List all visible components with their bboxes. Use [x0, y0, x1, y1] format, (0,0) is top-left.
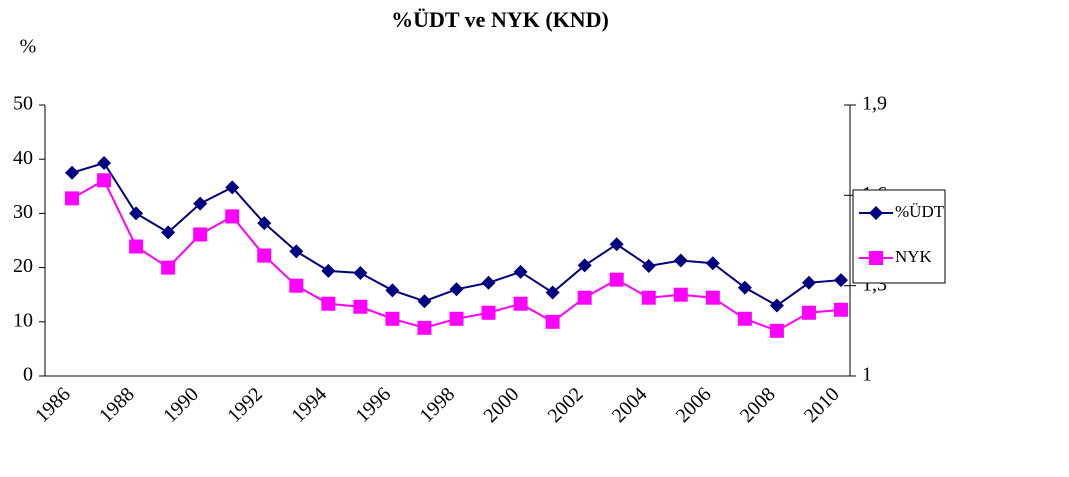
- x-tick-label: 1996: [351, 383, 395, 427]
- y-tick-label: 50: [13, 93, 33, 115]
- x-tick-label: 2002: [544, 383, 588, 427]
- y-tick-label: 10: [13, 309, 33, 331]
- marker: [833, 302, 848, 317]
- chart-title: %ÜDT ve NYK (KND): [391, 7, 609, 32]
- marker: [737, 311, 752, 326]
- marker: [705, 290, 720, 305]
- marker: [289, 278, 304, 293]
- marker: [97, 155, 112, 170]
- x-tick-label: 2000: [480, 383, 524, 427]
- legend-marker: [869, 251, 883, 265]
- marker: [353, 299, 368, 314]
- marker: [609, 272, 624, 287]
- legend-box: [852, 189, 946, 284]
- marker: [193, 227, 208, 242]
- marker: [737, 280, 752, 295]
- marker: [417, 320, 432, 335]
- marker: [513, 296, 528, 311]
- marker: [385, 311, 400, 326]
- series-line: [71, 178, 842, 332]
- marker: [673, 287, 688, 302]
- x-tick-label: 1986: [31, 383, 75, 427]
- marker: [769, 323, 784, 338]
- marker: [129, 239, 144, 254]
- marker: [577, 290, 592, 305]
- marker: [385, 283, 400, 298]
- marker: [641, 258, 656, 273]
- marker: [545, 285, 560, 300]
- y2-tick-label: 1,9: [862, 93, 887, 115]
- x-tick-label: 1990: [159, 383, 203, 427]
- marker: [641, 290, 656, 305]
- marker: [801, 275, 816, 290]
- legend-label: NYK: [895, 247, 933, 266]
- y-tick-label: 40: [13, 147, 33, 169]
- legend-marker: [869, 206, 883, 220]
- x-tick-label: 2010: [800, 383, 844, 427]
- x-tick-label: 1998: [415, 383, 459, 427]
- marker: [769, 298, 784, 313]
- marker: [449, 311, 464, 326]
- marker: [801, 305, 816, 320]
- x-tick-label: 1994: [287, 383, 331, 427]
- marker: [65, 191, 80, 206]
- x-tick-label: 1992: [223, 383, 267, 427]
- marker: [257, 248, 272, 263]
- marker: [65, 165, 80, 180]
- marker: [481, 275, 496, 290]
- marker: [193, 196, 208, 211]
- marker: [97, 173, 112, 188]
- marker: [513, 264, 528, 279]
- marker: [129, 206, 144, 221]
- marker: [289, 244, 304, 259]
- legend-label: %ÜDT: [895, 202, 945, 221]
- marker: [481, 305, 496, 320]
- y-tick-label: 30: [13, 201, 33, 223]
- x-tick-label: 2006: [672, 383, 716, 427]
- marker: [833, 273, 848, 288]
- marker: [257, 216, 272, 231]
- marker: [705, 256, 720, 271]
- marker: [545, 314, 560, 329]
- marker: [449, 282, 464, 297]
- marker: [161, 260, 176, 275]
- marker: [417, 294, 432, 309]
- marker: [161, 225, 176, 240]
- y-tick-label: 20: [13, 255, 33, 277]
- marker: [609, 237, 624, 252]
- marker: [225, 209, 240, 224]
- marker: [321, 263, 336, 278]
- marker: [321, 296, 336, 311]
- x-tick-label: 1988: [95, 383, 139, 427]
- x-tick-label: 2008: [736, 383, 780, 427]
- marker: [577, 258, 592, 273]
- y-tick-label: 0: [23, 364, 33, 386]
- x-tick-label: 2004: [608, 383, 652, 427]
- y-axis-label: %: [20, 36, 37, 58]
- marker: [225, 180, 240, 195]
- marker: [673, 253, 688, 268]
- marker: [353, 266, 368, 281]
- y2-tick-label: 1: [862, 364, 872, 386]
